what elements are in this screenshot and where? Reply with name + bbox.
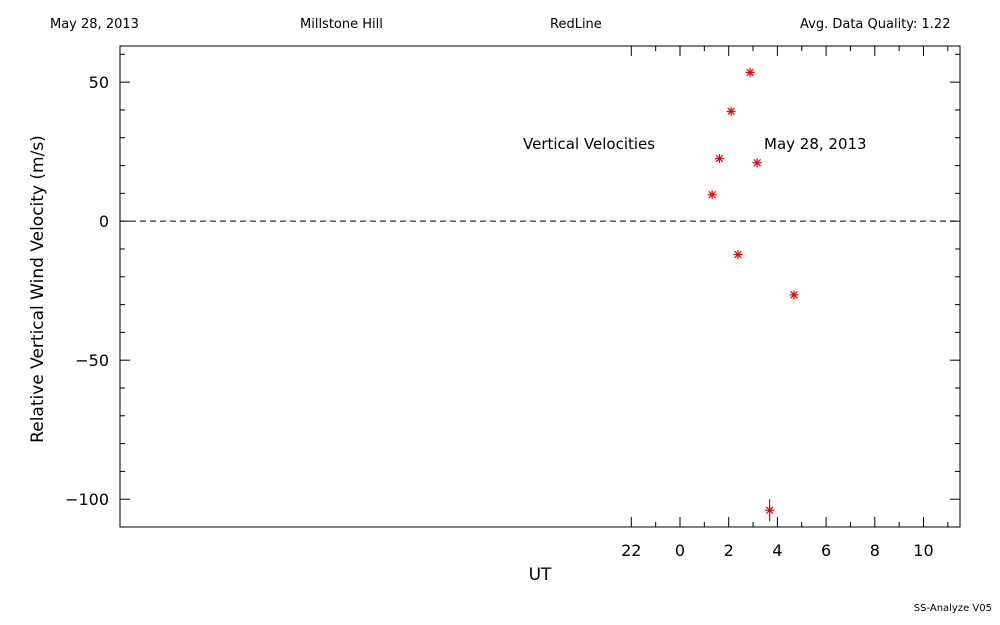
data-points [707, 67, 799, 522]
data-point [745, 67, 755, 77]
x-tick-labels: 22 0 2 4 6 8 10 [621, 541, 934, 560]
data-point [726, 106, 736, 116]
y-tick-label: 0 [99, 212, 109, 231]
header-data-quality: Avg. Data Quality: 1.22 [800, 17, 951, 32]
x-axis-label: UT [529, 565, 552, 585]
x-tick-label: 22 [621, 541, 641, 560]
x-tick-label: 2 [724, 541, 734, 560]
y-tick-label: −100 [65, 490, 109, 509]
y-tick-label: 50 [89, 73, 109, 92]
data-point [707, 190, 717, 200]
x-tick-label: 8 [870, 541, 880, 560]
plot-frame [119, 45, 961, 528]
y-axis-label: Relative Vertical Wind Velocity (m/s) [28, 135, 48, 443]
axis-ticks [120, 46, 960, 528]
data-point [733, 250, 743, 260]
data-point [752, 158, 762, 168]
x-tick-label: 10 [913, 541, 933, 560]
header-date: May 28, 2013 [50, 17, 139, 32]
y-tick-label: −50 [75, 351, 109, 370]
x-tick-label: 0 [675, 541, 685, 560]
chart-date-label: May 28, 2013 [764, 135, 867, 153]
data-point [789, 290, 799, 300]
chart-title: Vertical Velocities [523, 135, 655, 153]
header-instrument: RedLine [550, 17, 602, 32]
y-tick-labels: 50 0 −50 −100 [65, 73, 109, 509]
x-tick-label: 4 [772, 541, 782, 560]
x-tick-label: 6 [821, 541, 831, 560]
header-site: Millstone Hill [300, 17, 383, 32]
software-version: SS-Analyze V05 [913, 603, 992, 614]
data-point [714, 154, 724, 164]
